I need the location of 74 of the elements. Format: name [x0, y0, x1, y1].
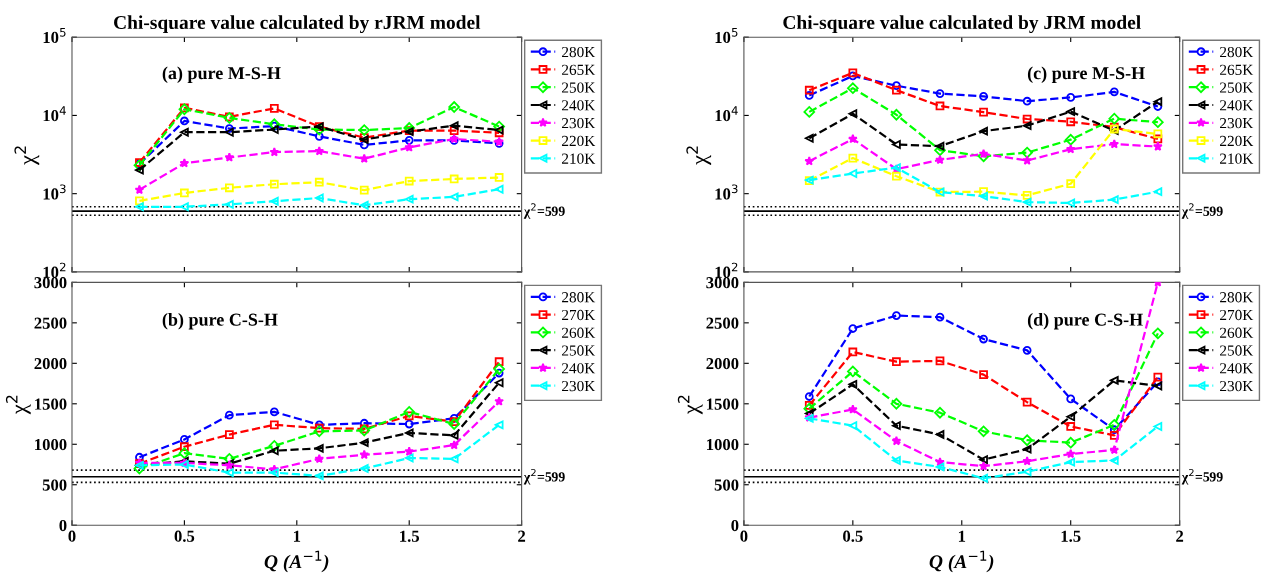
- y-tick-label: 500: [42, 479, 67, 491]
- ref-line-label: χ$^{2}$=599: [523, 468, 565, 485]
- y-tick-label: 1000: [35, 438, 67, 451]
- x-tick-label: 1: [293, 530, 301, 542]
- y-tick-label: 1500: [707, 398, 739, 410]
- y-tick-label: 3000: [706, 277, 739, 289]
- x-tick-label: 1.5: [400, 530, 420, 542]
- y-tick-label: 1000: [707, 438, 739, 451]
- x-tick-label: 0: [740, 530, 748, 542]
- legend-label: 250K: [1220, 82, 1254, 93]
- legend-label: 250K: [562, 345, 596, 356]
- legend-label: 220K: [562, 135, 596, 147]
- legend-label: 210K: [562, 153, 596, 164]
- annotation: (b) pure C-S-H: [162, 313, 278, 330]
- x-axis-title: Q (A$^{−1}$): [264, 550, 329, 573]
- y-tick-label: 2500: [34, 317, 67, 329]
- x-tick-label: 1: [958, 530, 966, 542]
- legend-label: 280K: [562, 46, 596, 58]
- y-tick-label: 0: [59, 519, 67, 532]
- legend-label: 250K: [1220, 345, 1254, 356]
- y-tick-label: 10$^{5}$: [43, 27, 66, 44]
- x-tick-label: 2: [518, 530, 526, 542]
- legend-label: 220K: [1220, 135, 1254, 147]
- y-tick-label: 10$^{4}$: [43, 106, 66, 122]
- y-axis-title: χ$^{2}$: [5, 395, 31, 415]
- y-tick-label: 10$^{4}$: [715, 106, 738, 122]
- chart-title: Chi-square value calculated by JRM model: [783, 15, 1141, 34]
- ref-line-label: χ$^{2}$=599: [523, 203, 565, 219]
- chart-title: Chi-square value calculated by rJRM model: [114, 15, 481, 34]
- legend-label: 250K: [562, 82, 596, 93]
- y-tick-label: 10$^{5}$: [715, 27, 738, 44]
- y-axis-title: χ$^{2}$: [677, 395, 703, 415]
- legend-label: 265K: [1220, 64, 1254, 75]
- y-tick-label: 2000: [706, 358, 739, 370]
- legend-label: 280K: [1220, 46, 1254, 58]
- legend-label: 240K: [1220, 100, 1254, 111]
- legend-label: 260K: [1220, 327, 1254, 338]
- x-tick-label: 2: [1176, 530, 1184, 542]
- y-tick-label: 10$^{2}$: [43, 262, 66, 278]
- y-tick-label: 0: [731, 519, 739, 532]
- legend-label: 240K: [562, 363, 596, 374]
- y-tick-label: 2500: [706, 317, 739, 329]
- y-tick-label: 1500: [35, 398, 67, 410]
- annotation: (c) pure M-S-H: [1027, 66, 1145, 83]
- legend-label: 280K: [562, 292, 596, 303]
- legend-label: 230K: [1220, 380, 1254, 392]
- y-tick-label: 2000: [34, 358, 67, 370]
- legend-label: 230K: [1220, 117, 1254, 129]
- y-axis-title: χ$^{2}$: [686, 146, 712, 165]
- annotation: (d) pure C-S-H: [1027, 313, 1143, 330]
- x-tick-label: 1.5: [1061, 530, 1081, 542]
- legend-label: 270K: [1220, 309, 1254, 321]
- y-tick-label: 3000: [34, 277, 67, 289]
- legend-label: 265K: [562, 64, 596, 75]
- y-axis-title: χ$^{2}$: [14, 146, 40, 165]
- legend-label: 230K: [562, 117, 596, 129]
- x-tick-label: 0.5: [174, 530, 195, 542]
- legend-label: 280K: [1220, 292, 1254, 303]
- legend-label: 240K: [562, 100, 596, 111]
- x-axis-title: Q (A$^{−1}$): [929, 550, 994, 573]
- x-tick-label: 0.5: [843, 530, 863, 542]
- legend-label: 240K: [1220, 363, 1254, 374]
- legend-label: 210K: [1220, 153, 1254, 164]
- legend-label: 260K: [562, 327, 596, 338]
- y-tick-label: 10$^{2}$: [715, 262, 738, 278]
- y-tick-label: 10$^{3}$: [715, 184, 738, 200]
- x-tick-label: 0: [68, 530, 76, 542]
- annotation: (a) pure M-S-H: [162, 66, 281, 83]
- legend-label: 230K: [562, 380, 596, 392]
- y-tick-label: 10$^{3}$: [43, 184, 66, 200]
- ref-line-label: χ$^{2}$=599: [1181, 468, 1223, 485]
- ref-line-label: χ$^{2}$=599: [1181, 203, 1223, 219]
- legend-label: 270K: [562, 309, 596, 321]
- y-tick-label: 500: [714, 479, 739, 491]
